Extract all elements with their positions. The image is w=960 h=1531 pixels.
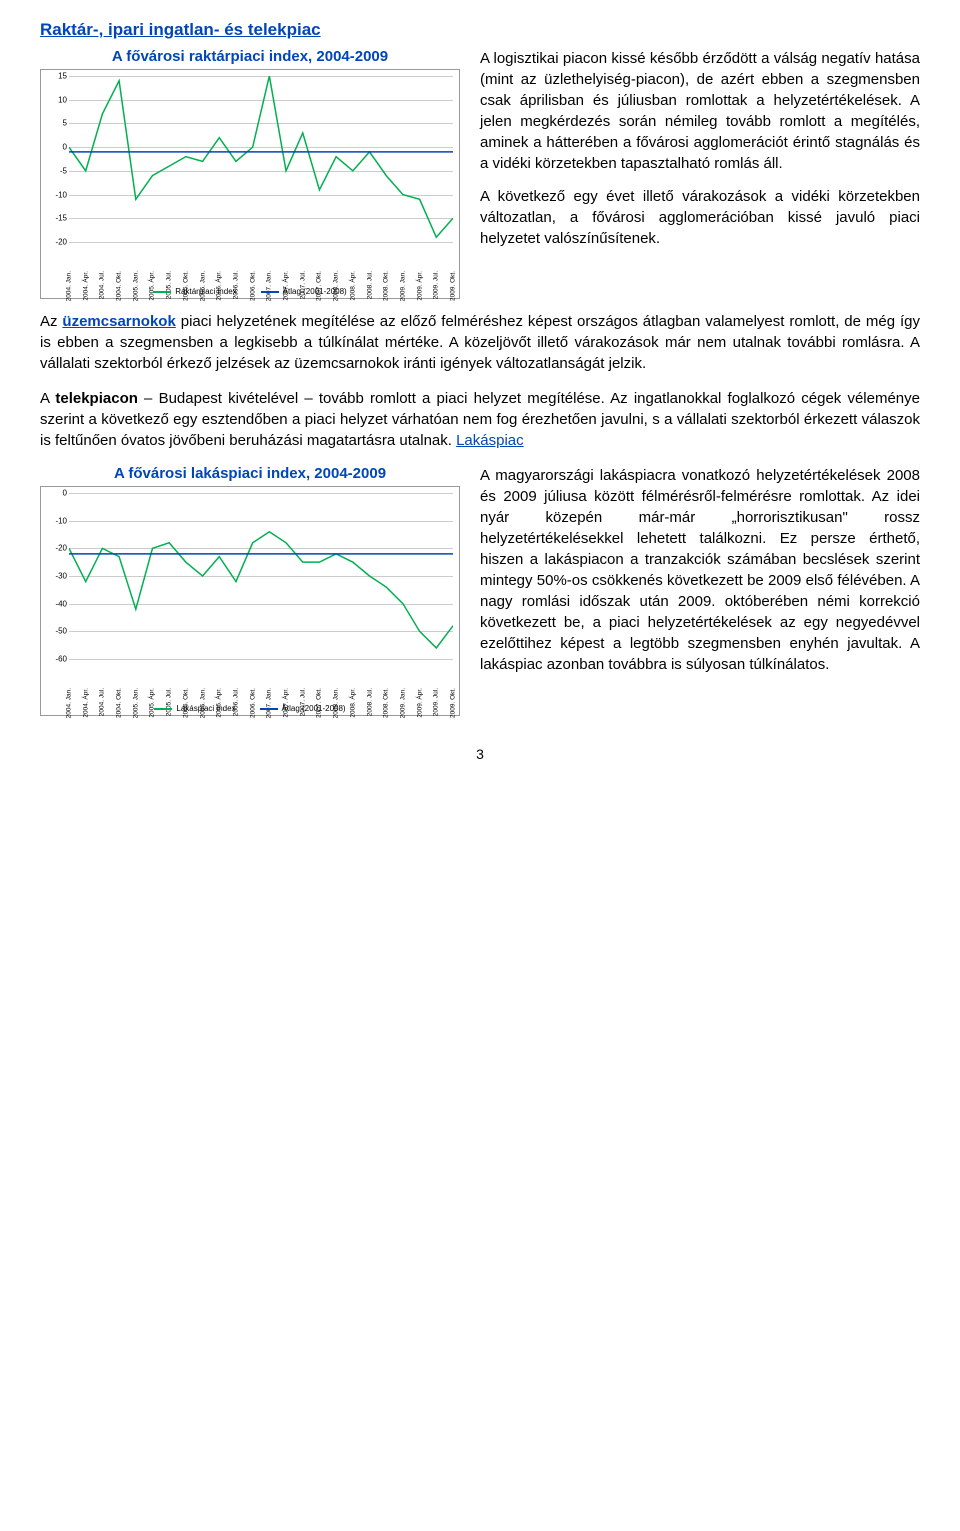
row-2: A fővárosi lakáspiaci index, 2004-2009 -… bbox=[40, 465, 920, 716]
para-2-pre: Az bbox=[40, 313, 62, 330]
para-1b: A következő egy évet illető várakozások … bbox=[480, 186, 920, 249]
chart-2: -60-50-40-30-20-1002004. Jan.2004. Ápr.2… bbox=[40, 486, 460, 716]
chart-1-title: A fővárosi raktárpiaci index, 2004-2009 bbox=[40, 48, 460, 65]
chart-1: -20-15-10-50510152004. Jan.2004. Ápr.200… bbox=[40, 69, 460, 299]
chart-2-title: A fővárosi lakáspiaci index, 2004-2009 bbox=[40, 465, 460, 482]
row-1: A fővárosi raktárpiaci index, 2004-2009 … bbox=[40, 48, 920, 299]
chart-2-container: A fővárosi lakáspiaci index, 2004-2009 -… bbox=[40, 465, 460, 716]
para-3-pre: A bbox=[40, 390, 55, 407]
para-3: A telekpiacon – Budapest kivételével – t… bbox=[40, 388, 920, 451]
para-2-bold: üzemcsarnokok bbox=[62, 313, 175, 330]
para-1-col: A logisztikai piacon kissé később érződö… bbox=[480, 48, 920, 299]
page-number: 3 bbox=[40, 746, 920, 762]
chart-1-container: A fővárosi raktárpiaci index, 2004-2009 … bbox=[40, 48, 460, 299]
para-4-col: A magyarországi lakáspiacra vonatkozó he… bbox=[480, 465, 920, 716]
para-3-bold: telekpiacon bbox=[55, 390, 138, 407]
para-4: A magyarországi lakáspiacra vonatkozó he… bbox=[480, 465, 920, 675]
section-title-1: Raktár-, ipari ingatlan- és telekpiac bbox=[40, 20, 920, 40]
para-3-link[interactable]: Lakáspiac bbox=[456, 432, 524, 449]
para-1a: A logisztikai piacon kissé később érződö… bbox=[480, 48, 920, 174]
para-2: Az üzemcsarnokok piaci helyzetének megít… bbox=[40, 311, 920, 374]
